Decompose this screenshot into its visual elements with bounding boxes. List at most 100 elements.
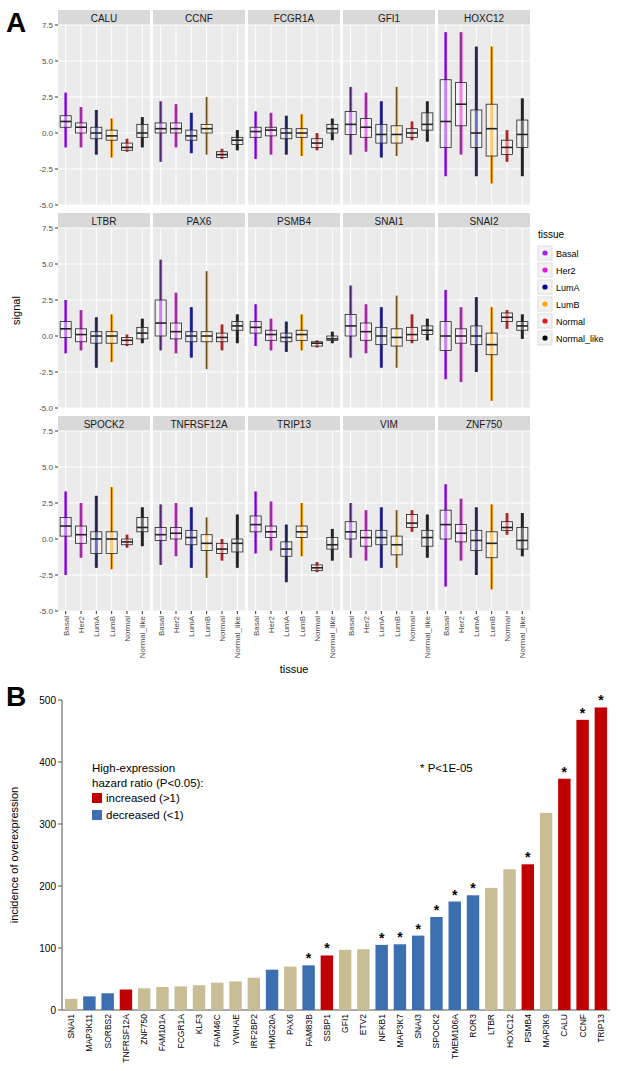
whisker-low: [255, 137, 256, 159]
grid-line: [160, 431, 161, 611]
grid-line: [206, 431, 207, 611]
box: [501, 313, 512, 322]
whisker-low: [255, 532, 256, 554]
grid-line: [438, 169, 530, 170]
box: [517, 322, 528, 331]
tick-mark: [55, 228, 58, 229]
grid-line: [153, 575, 245, 576]
grid-line: [317, 431, 318, 611]
grid-line: [438, 264, 530, 265]
median: [360, 537, 371, 539]
bar: [229, 981, 241, 1010]
whisker-high: [317, 562, 318, 565]
tick-label: Her2: [457, 615, 466, 633]
tick-label: LumB: [393, 616, 402, 637]
box: [296, 526, 307, 538]
grid-line: [522, 25, 523, 205]
median: [440, 335, 451, 337]
facet-title: SPOCK2: [84, 419, 125, 430]
whisker-low: [160, 336, 161, 350]
grid-line: [58, 539, 150, 540]
box: [376, 124, 387, 143]
box: [440, 510, 451, 539]
grid-line: [507, 25, 508, 205]
tick-label: GFI1: [340, 1014, 350, 1033]
grid-line: [438, 300, 530, 301]
box: [376, 530, 387, 544]
tick-label: TMEM106A: [450, 1014, 460, 1059]
whisker-low: [522, 147, 523, 176]
tick-mark: [445, 611, 446, 614]
grid-line: [153, 336, 245, 337]
median: [440, 121, 451, 123]
plot-background: [343, 25, 435, 205]
grid-line: [343, 408, 435, 409]
bar: [467, 895, 479, 1010]
legend-label: LumB: [556, 300, 580, 310]
tick-label: 100: [39, 943, 56, 954]
whisker-low: [332, 133, 333, 140]
tick-label: -5.0: [39, 404, 53, 413]
whisker-high: [206, 97, 207, 124]
grid-line: [58, 61, 150, 62]
whisker-high: [412, 314, 413, 327]
whisker-high: [476, 507, 477, 530]
tick-mark: [427, 611, 428, 614]
legend-key: [538, 246, 552, 260]
box: [265, 330, 276, 340]
median: [422, 537, 433, 539]
tick-label: LumA: [377, 615, 386, 637]
whisker-low: [445, 350, 446, 379]
bar: [321, 955, 333, 1010]
tick-label: MAP3K11: [84, 1014, 94, 1052]
whisker-low: [381, 545, 382, 568]
grid-line: [248, 264, 340, 265]
box: [137, 517, 148, 531]
whisker-high: [461, 32, 462, 82]
tick-label: 2.5: [42, 93, 54, 102]
grid-line: [427, 228, 428, 408]
median: [486, 128, 497, 130]
bar: [540, 813, 552, 1010]
tick-label: Normal_like: [518, 615, 527, 658]
box: [106, 532, 117, 554]
grid-line: [343, 61, 435, 62]
whisker-high: [176, 104, 177, 123]
grid-line: [507, 431, 508, 611]
box: [327, 124, 338, 133]
grid-line: [58, 264, 150, 265]
grid-line: [153, 61, 245, 62]
box: [281, 129, 292, 139]
tick-mark: [58, 886, 62, 887]
box: [232, 137, 243, 144]
tick-label: 400: [39, 757, 56, 768]
tick-label: Normal: [408, 616, 417, 642]
tick-mark: [55, 25, 58, 26]
whisker-low: [301, 340, 302, 350]
tick-mark: [55, 611, 58, 612]
tick-mark: [58, 762, 62, 763]
grid-line: [248, 539, 340, 540]
tick-label: 300: [39, 819, 56, 830]
facet-title: SNAI1: [375, 216, 404, 227]
whisker-high: [111, 119, 112, 131]
grid-line: [237, 431, 238, 611]
tick-label: 0: [50, 1005, 56, 1016]
facet-title: ZNF750: [466, 419, 503, 430]
whisker-low: [396, 143, 397, 156]
whisker-high: [445, 484, 446, 510]
grid-line: [81, 228, 82, 408]
median: [265, 531, 276, 533]
plot-background: [58, 431, 150, 611]
median: [486, 344, 497, 346]
median: [170, 532, 181, 534]
bar: [449, 902, 461, 1011]
facet-strip: [343, 416, 435, 431]
tick-mark: [271, 611, 272, 614]
tick-label: -5.0: [39, 607, 53, 616]
facet-title: CALU: [91, 13, 118, 24]
whisker-low: [396, 346, 397, 368]
whisker-low: [176, 539, 177, 556]
median: [75, 334, 86, 336]
grid-line: [142, 228, 143, 408]
